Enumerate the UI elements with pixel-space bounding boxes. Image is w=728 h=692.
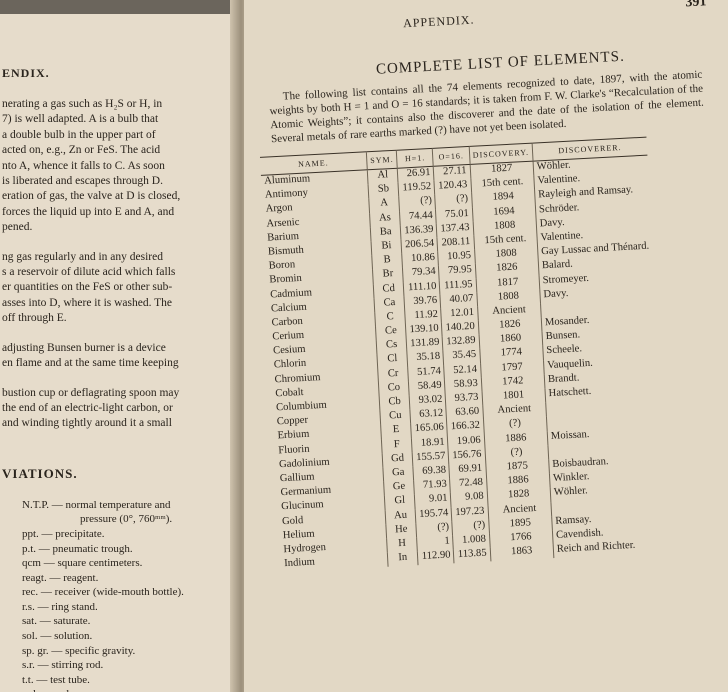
text-line: the end of an electric-light carbon, or [2,401,173,414]
paragraph-gap [2,327,236,341]
column-header: H=1. [396,148,434,169]
text-line: and winding tightly around it a small [2,417,172,430]
cell-sym: In [387,551,419,567]
text-line: pened. [2,221,33,234]
abbreviation: pressure (0°, 760ᵐᵐ). [80,513,173,526]
text-line: bustion cup or deflagrating spoon may [2,386,180,399]
abbreviation: vol. — volume. [22,687,236,692]
column-header: SYM. [366,150,398,170]
left-text: ENDIX. nerating a gas such as H₂S or H, … [2,66,236,692]
text-line: acted on, e.g., Zn or FeS. The acid [2,144,161,157]
abbreviation: p.t. — pneumatic trough. [22,542,133,555]
page-top: APPENDIX. 391 [244,0,713,45]
text-line: nerating a gas such as H₂S or H, in [2,98,163,110]
text-line: nto A, whence it falls to C. As soon [2,159,165,172]
abbreviation: reagt. — reagent. [22,571,99,584]
page-header: APPENDIX. [402,12,475,31]
text-line: s a reservoir of dilute acid which falls [2,266,176,279]
section-heading: VIATIONS. [2,465,78,481]
cell-h: 112.90 [417,549,455,566]
abbreviation: sat. — saturate. [22,615,91,628]
abbreviation: s.r. — stirring rod. [22,659,104,672]
page-number: 391 [685,0,707,11]
abbreviation: r.s. — ring stand. [22,600,98,613]
paragraph-gap [2,236,236,250]
text-line: eration of gas, the valve at D is closed… [2,190,181,203]
paragraphs: nerating a gas such as H₂S or H, in 7) is… [2,97,236,432]
text-line: adjusting Bunsen burner is a device [2,341,166,354]
abbreviation: ppt. — precipitate. [22,527,105,540]
abbreviation-list: N.T.P. — normal temperature and pressure … [2,498,236,692]
text-line: is liberated and escapes through D. [2,175,163,188]
text-line: ng gas regularly and in any desired [2,250,163,263]
elements-table: NAME. SYM. H=1. O=16. DISCOVERY. DISCOVERER. … [259,137,669,573]
text-line: forces the liquid up into E and A, and [2,205,175,218]
cell-sym: Al [367,168,399,185]
page-header: ENDIX. [2,66,50,80]
right-content: APPENDIX. 391 COMPLETE LIST OF ELEMENTS.… [244,0,728,573]
text-line: er quantities on the FeS or other sub- [2,281,173,294]
left-page: ENDIX. nerating a gas such as H₂S or H, … [0,14,236,692]
paragraph-gap [2,372,236,386]
table-body: Aluminum Al 26.91 27.11 1827 Wöhler. Antimony S… [261,155,669,572]
cell-o: 113.85 [453,547,491,564]
abbreviation: N.T.P. — normal temperature and [22,498,171,511]
text-line: asses into D, where it is washed. The [2,296,173,309]
abbreviation: rec. — receiver (wide-mouth bottle). [22,586,184,599]
right-page: APPENDIX. 391 COMPLETE LIST OF ELEMENTS.… [244,0,728,692]
abbreviation: sol. — solution. [22,630,93,643]
text-line: 7) is well adapted. A is a bulb that [2,113,159,126]
cell-discovery: 1863 [489,544,554,562]
text-line: a double bulb in the upper part of [2,128,156,141]
abbreviation: t.t. — test tube. [22,673,90,686]
text-line: en flame and at the same time keeping [2,357,179,370]
text-line: off through E. [2,312,67,325]
abbreviation: sp. gr. — specific gravity. [22,644,136,657]
abbreviation: qcm — square centimeters. [22,557,143,570]
column-header: O=16. [432,146,470,167]
